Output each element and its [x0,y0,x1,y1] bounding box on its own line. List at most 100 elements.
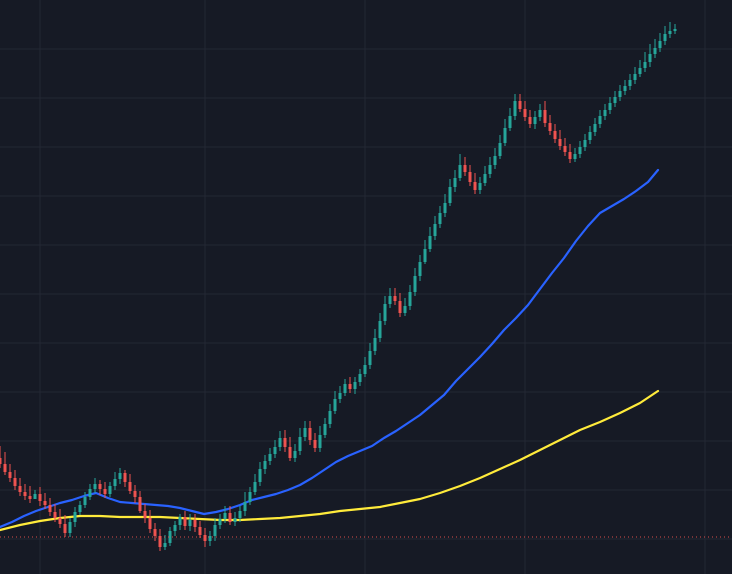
candle-body [643,62,647,68]
candle [298,428,302,455]
candle [343,379,347,396]
candle-body [373,338,377,351]
candle [533,111,537,129]
candle [528,110,532,128]
candlestick-series [0,22,677,551]
candle [408,285,412,310]
candle [313,433,317,452]
candle-body [518,101,522,109]
candle-body [243,502,247,511]
candle-body [588,132,592,140]
candle-body [48,505,52,512]
candle-body [638,68,642,74]
candle [508,108,512,131]
candle-body [448,187,452,203]
candle [58,509,62,528]
candle-body [228,513,232,522]
candle-body [568,152,572,159]
candle [588,126,592,144]
candle [283,430,287,452]
candle-body [28,496,32,499]
candle [303,421,307,441]
candle [593,118,597,136]
candle-body [423,249,427,262]
candle-body [508,116,512,128]
candle-body [563,146,567,152]
candle-body [533,117,537,124]
candle [33,490,37,499]
candle-body [348,384,352,389]
candle-body [403,306,407,313]
candle-body [43,501,47,505]
candle [48,498,52,516]
candle-body [188,520,192,526]
candle [333,391,337,414]
candle-body [528,117,532,124]
candle [663,26,667,45]
candle-body [8,472,12,478]
candle-body [623,86,627,91]
candle [168,527,172,546]
candle [383,296,387,325]
candle-body [353,382,357,389]
candle [128,474,132,494]
candle-body [368,351,372,365]
candle-body [323,424,327,435]
candle-body [253,482,257,492]
candle-body [578,147,582,154]
candle [98,480,102,495]
candle-body [88,489,92,497]
candle [83,492,87,508]
candle-body [493,156,497,165]
candle [253,474,257,495]
candle [673,24,677,34]
candle [68,518,72,537]
candle-body [138,497,142,511]
candle [643,52,647,72]
candle-body [633,74,637,80]
candle-body [78,505,82,512]
candle [28,486,32,503]
candle-body [333,399,337,411]
candle-body [263,461,267,469]
candle-body [148,518,152,529]
candle [498,135,502,159]
candle [198,521,202,538]
candle-body [338,393,342,399]
candle-body [483,174,487,183]
candle [78,501,82,515]
candle [413,268,417,296]
candle [193,514,197,532]
candle [478,177,482,194]
candle-body [83,497,87,505]
candle [63,515,67,537]
candle-body [238,511,242,518]
candle [423,240,427,264]
candle-body [133,491,137,497]
candle [178,514,182,530]
candle-body [168,531,172,543]
candle-body [63,524,67,533]
candle-body [103,489,107,494]
candle [573,148,577,162]
candle [23,484,27,500]
candle-body [248,492,252,502]
candle [228,506,232,525]
candle-body [608,103,612,110]
candle [233,512,237,526]
candle-body [383,304,387,321]
candle [513,94,517,120]
candle [103,482,107,498]
candle-body [543,110,547,123]
candle [348,377,352,393]
candle-body [663,34,667,41]
candle [608,97,612,114]
candle [248,487,252,505]
candle [223,506,227,523]
candle-body [158,536,162,547]
candle [93,478,97,493]
candle-body [298,437,302,451]
